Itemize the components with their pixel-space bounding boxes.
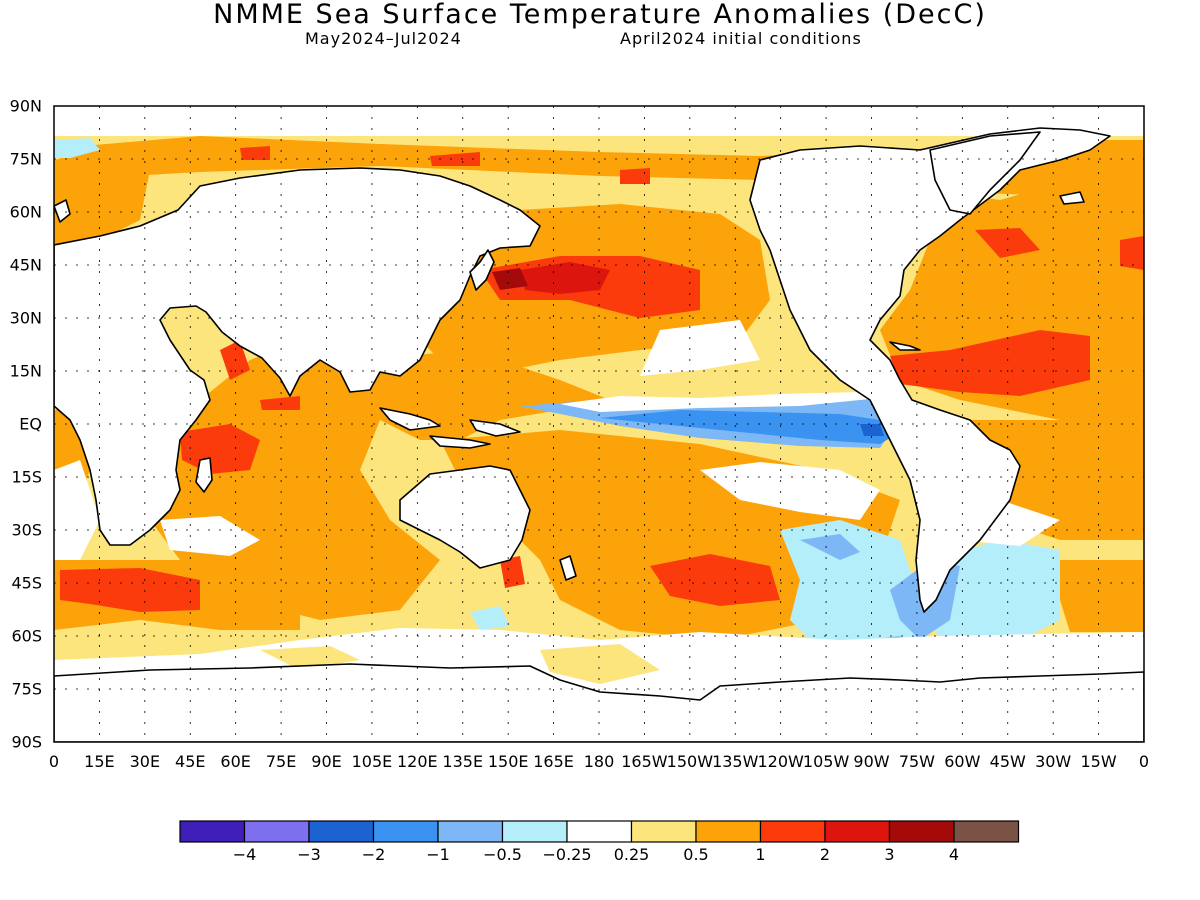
colorbar-swatch xyxy=(888,820,955,843)
lat-label: 75N xyxy=(9,149,42,169)
lat-label: 15S xyxy=(11,467,42,487)
lat-label: 60S xyxy=(11,626,42,646)
lon-label: 75W xyxy=(898,752,935,771)
lon-label: 45E xyxy=(175,752,206,771)
colorbar-label: −2 xyxy=(361,845,386,864)
forecast-period: May2024–Jul2024 xyxy=(305,29,462,48)
colorbar-swatch xyxy=(824,820,891,843)
lon-label: 15W xyxy=(1080,752,1117,771)
lon-label: 150E xyxy=(487,752,529,771)
colorbar-label: 0.5 xyxy=(683,845,709,864)
chart-title: NMME Sea Surface Temperature Anomalies (… xyxy=(213,0,987,30)
colorbar-swatch xyxy=(953,820,1020,843)
colorbar-swatch xyxy=(372,820,439,843)
lon-label: 135W xyxy=(712,752,759,771)
colorbar-label: 4 xyxy=(948,845,960,864)
lon-label: 0 xyxy=(48,752,60,771)
colorbar-label: 2 xyxy=(819,845,831,864)
lat-label: 15N xyxy=(9,361,42,381)
anomaly-field xyxy=(54,106,1144,742)
colorbar-label: −3 xyxy=(297,845,321,864)
colorbar-label: −0.5 xyxy=(483,845,522,864)
lon-label: 45W xyxy=(989,752,1026,771)
map-frame xyxy=(53,105,1145,743)
colorbar-swatch xyxy=(179,820,246,843)
lon-label: 15E xyxy=(84,752,115,771)
lon-label: 30W xyxy=(1035,752,1072,771)
lat-label: 90N xyxy=(9,96,42,116)
lon-label: 105E xyxy=(351,752,393,771)
lon-label: 180 xyxy=(583,752,615,771)
colorbar-swatch xyxy=(759,820,826,843)
lon-label: 0 xyxy=(1138,752,1150,771)
lon-label: 120E xyxy=(397,752,438,771)
colorbar-swatch xyxy=(243,820,310,843)
initial-conditions: April2024 initial conditions xyxy=(620,29,862,48)
lon-label: 60E xyxy=(220,752,251,771)
colorbar-swatch xyxy=(630,820,697,843)
lon-label: 165W xyxy=(621,752,668,771)
lat-label: 90S xyxy=(11,732,42,752)
lon-label: 75E xyxy=(265,752,297,771)
colorbar-swatch xyxy=(308,820,375,843)
colorbar-swatch xyxy=(695,820,762,843)
colorbar-swatch xyxy=(437,820,504,843)
lat-label: EQ xyxy=(19,414,42,434)
colorbar-label: 0.25 xyxy=(613,845,650,864)
lon-label: 135E xyxy=(442,752,484,771)
colorbar-label: 1 xyxy=(755,845,766,864)
colorbar-label: −1 xyxy=(426,845,450,864)
colorbar-label: −4 xyxy=(232,845,257,864)
lat-label: 45S xyxy=(11,573,42,593)
lon-label: 165E xyxy=(533,752,574,771)
lat-label: 45N xyxy=(9,255,42,275)
lon-label: 105W xyxy=(802,752,850,771)
colorbar-label: −0.25 xyxy=(542,845,592,864)
lat-label: 30S xyxy=(11,520,42,540)
lon-label: 90W xyxy=(853,752,890,771)
lon-label: 90E xyxy=(311,752,342,771)
colorbar-label: 3 xyxy=(884,845,895,864)
lon-label: 120W xyxy=(757,752,804,771)
lat-label: 30N xyxy=(9,308,42,328)
lon-label: 150W xyxy=(666,752,714,771)
lon-label: 60W xyxy=(944,752,981,771)
lon-label: 30E xyxy=(129,752,161,771)
colorbar-swatch xyxy=(566,820,633,843)
colorbar xyxy=(179,820,1020,843)
lat-label: 60N xyxy=(9,202,42,222)
lat-label: 75S xyxy=(11,679,42,699)
colorbar-swatch xyxy=(501,820,568,843)
